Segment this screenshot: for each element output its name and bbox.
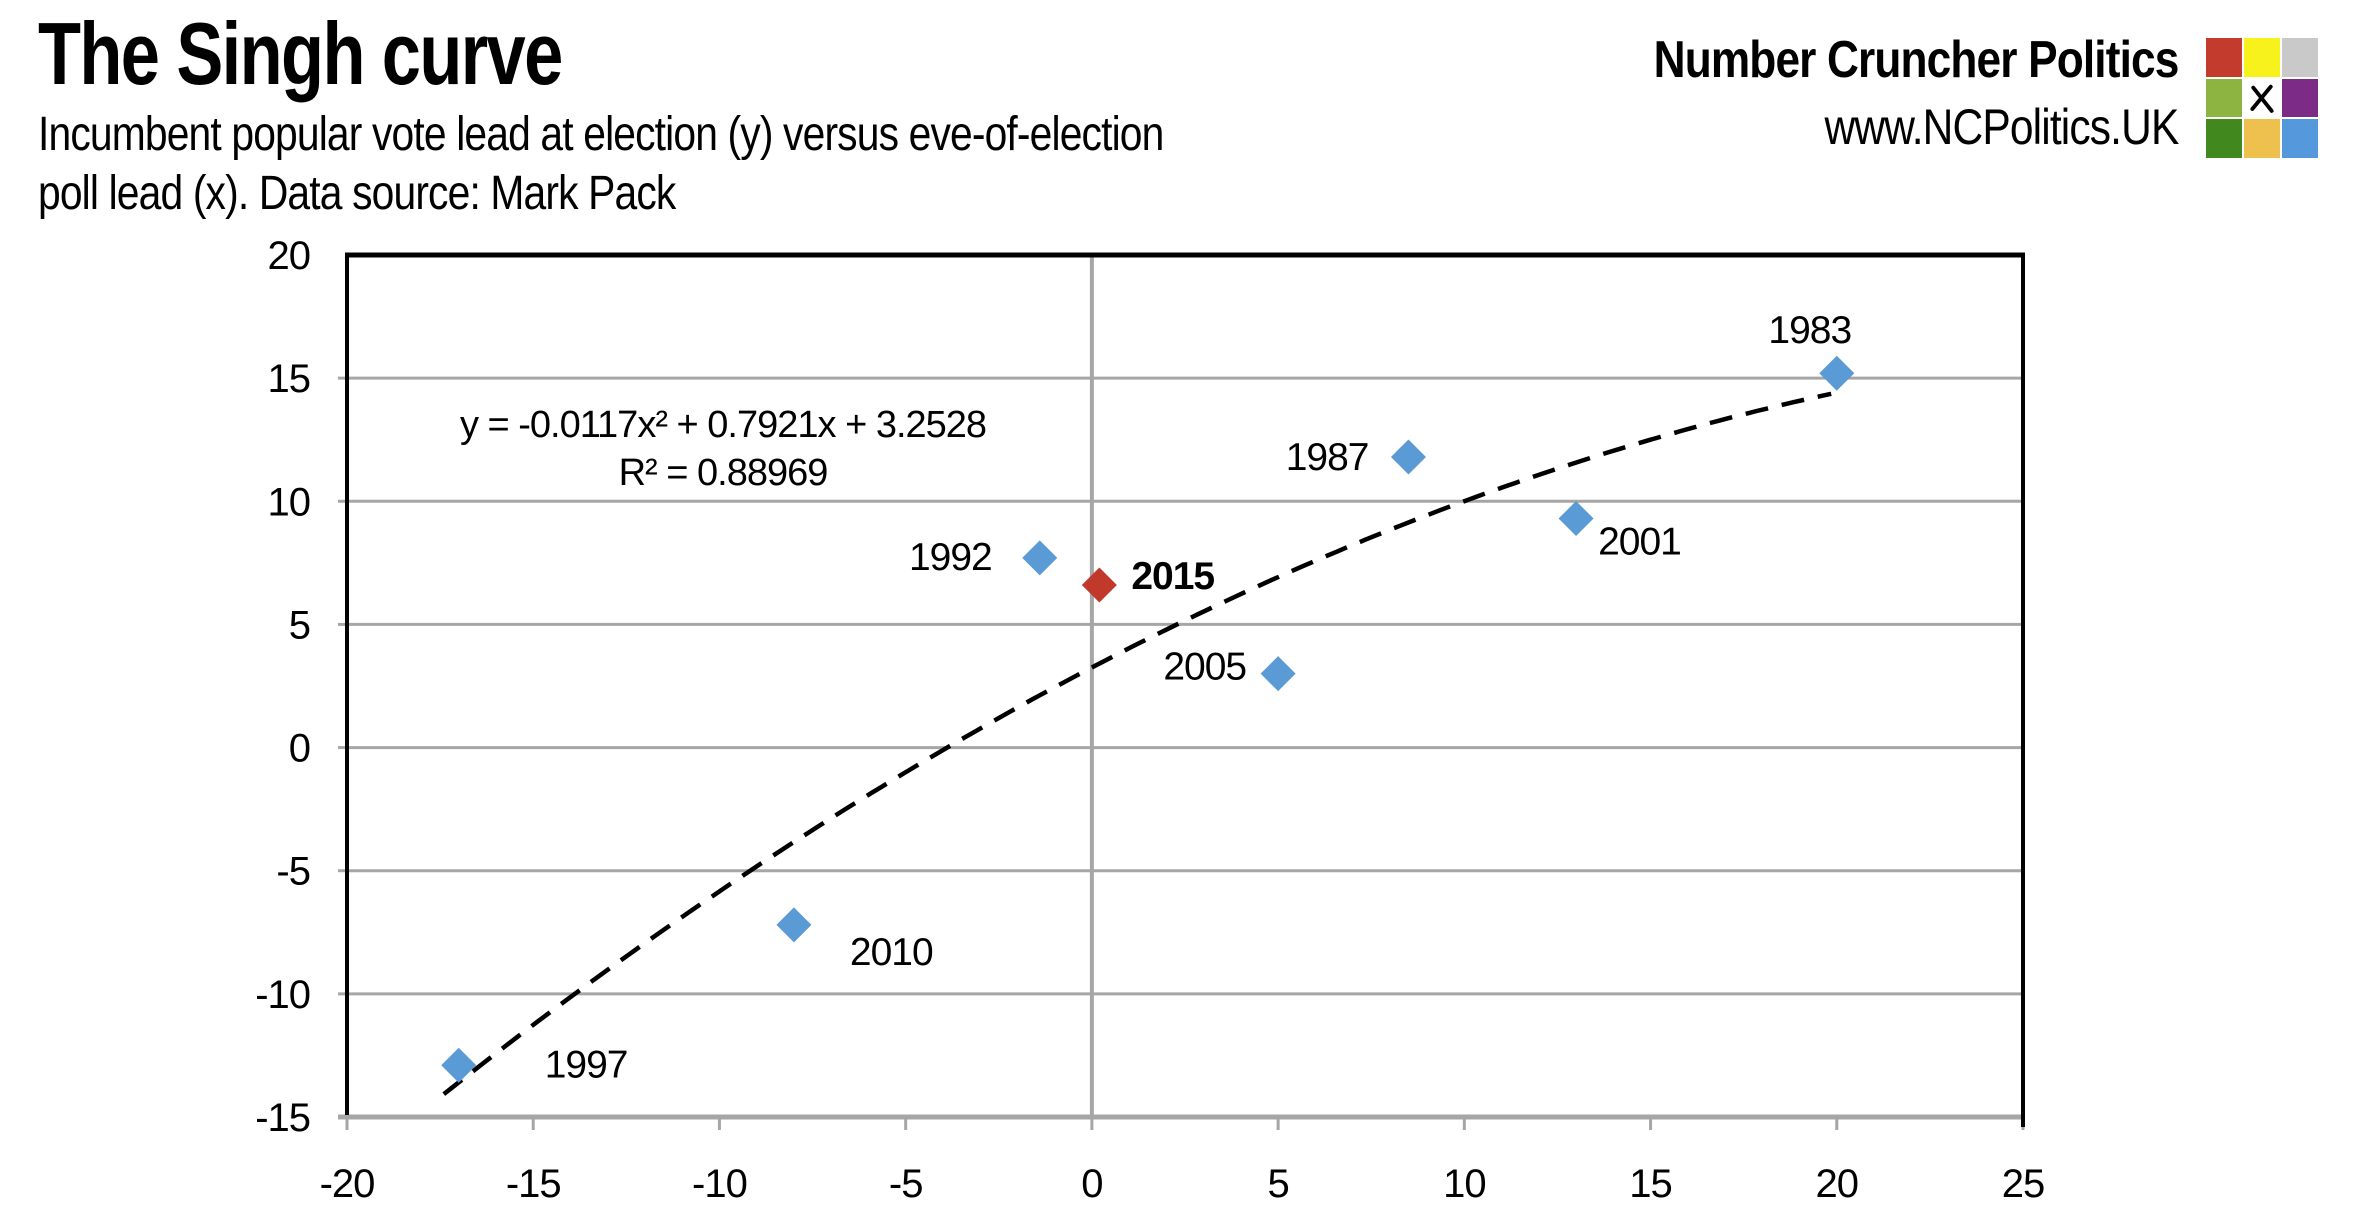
y-tick-label-10: 10 — [268, 480, 311, 524]
equation-line-2: R² = 0.88969 — [619, 452, 828, 494]
header-block: The Singh curve Incumbent popular vote l… — [38, 4, 1362, 223]
ncpolitics-logo — [2206, 38, 2318, 158]
x-tick-label--20: -20 — [320, 1162, 375, 1206]
data-label-2005: 2005 — [1163, 646, 1246, 689]
logo-cell-4 — [2244, 78, 2280, 118]
x-tick-label--5: -5 — [889, 1162, 923, 1206]
equation-line-1: y = -0.0117x² + 0.7921x + 3.2528 — [460, 404, 986, 446]
brand-name: Number Cruncher Politics — [1653, 31, 2179, 89]
data-point-2010 — [776, 907, 812, 943]
logo-x-icon — [2250, 84, 2274, 113]
logo-cell-8 — [2282, 119, 2318, 158]
x-tick-label-20: 20 — [1816, 1162, 1859, 1206]
data-label-1983: 1983 — [1768, 309, 1851, 352]
subtitle-line-1: Incumbent popular vote lead at election … — [38, 108, 1164, 162]
brand-url: www.NCPolitics.UK — [1824, 99, 2179, 155]
x-tick-label--15: -15 — [506, 1162, 561, 1206]
y-tick-label-0: 0 — [289, 727, 310, 771]
subtitle-line-2: poll lead (x). Data source: Mark Pack — [38, 166, 676, 220]
x-tick-label-10: 10 — [1443, 1162, 1486, 1206]
logo-cell-6 — [2206, 119, 2242, 158]
chart-subtitle: Incumbent popular vote lead at election … — [38, 106, 1164, 223]
data-point-2001 — [1558, 501, 1594, 537]
page-title: The Singh curve — [38, 4, 563, 103]
data-label-2010: 2010 — [850, 931, 933, 974]
data-point-1992 — [1022, 540, 1058, 576]
x-tick-label--10: -10 — [692, 1162, 747, 1206]
logo-cell-7 — [2244, 119, 2280, 158]
data-point-1997 — [441, 1047, 477, 1083]
y-tick-label--15: -15 — [255, 1096, 310, 1140]
data-label-1987: 1987 — [1286, 436, 1369, 479]
logo-cell-5 — [2282, 78, 2318, 118]
y-tick-label-15: 15 — [268, 357, 311, 401]
y-tick-label-20: 20 — [268, 234, 311, 278]
logo-cell-2 — [2282, 38, 2318, 77]
x-tick-label-25: 25 — [2002, 1162, 2045, 1206]
logo-cell-1 — [2244, 38, 2280, 77]
y-tick-label-5: 5 — [289, 603, 310, 647]
data-point-2015 — [1081, 567, 1117, 603]
y-tick-label--5: -5 — [276, 850, 310, 894]
data-label-2001: 2001 — [1598, 521, 1681, 564]
data-point-2005 — [1260, 656, 1296, 692]
x-tick-label-15: 15 — [1629, 1162, 1672, 1206]
data-point-1987 — [1390, 439, 1426, 475]
brand-block: Number Cruncher Politics www.NCPolitics.… — [1561, 30, 2179, 156]
trendline-curve — [442, 391, 1832, 1096]
logo-cell-0 — [2206, 38, 2242, 77]
data-point-1983 — [1819, 355, 1855, 391]
y-tick-label--10: -10 — [255, 973, 310, 1017]
logo-cell-3 — [2206, 78, 2242, 118]
data-label-1992: 1992 — [909, 536, 992, 579]
data-label-1997: 1997 — [545, 1043, 628, 1086]
x-tick-label-0: 0 — [1081, 1162, 1102, 1206]
x-tick-label-5: 5 — [1267, 1162, 1288, 1206]
data-label-2015: 2015 — [1131, 555, 1214, 598]
